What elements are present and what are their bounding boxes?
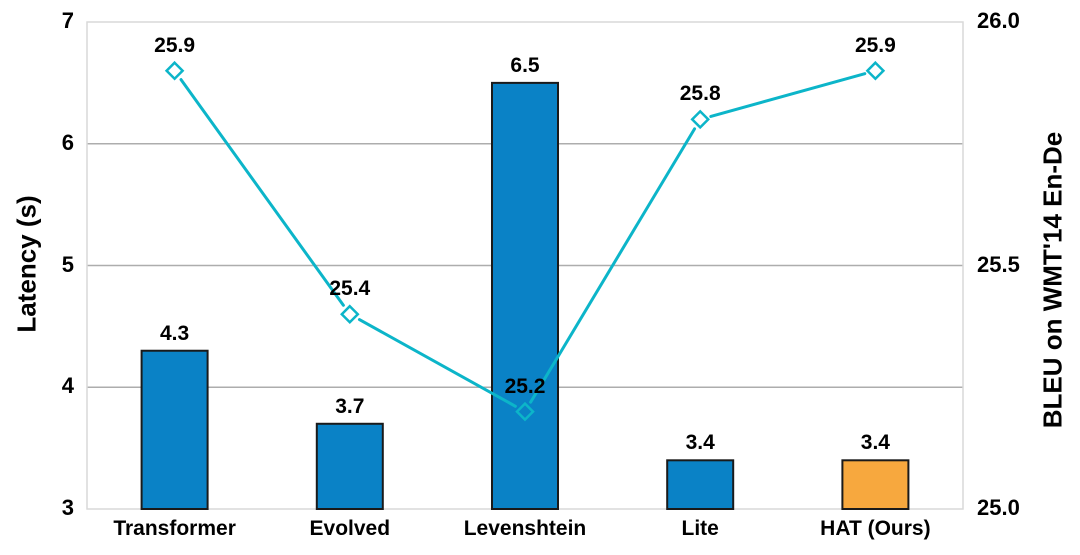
right-axis-title: BLEU on WMT'14 En-De [1037, 131, 1068, 429]
bleu-line-segment [179, 78, 345, 307]
diamond-marker [515, 401, 535, 422]
latency-bar [315, 422, 384, 510]
diamond-marker [865, 60, 886, 81]
diamond-marker [164, 60, 185, 81]
bleu-line-segment [357, 318, 517, 408]
latency-bar [666, 459, 735, 510]
left-axis-title: Latency (s) [11, 195, 42, 333]
latency-bar [841, 459, 910, 510]
latency-bar [491, 81, 559, 510]
diamond-marker [690, 109, 710, 130]
bleu-line-segment [709, 72, 867, 118]
latency-bar [140, 349, 209, 510]
diamond-marker [340, 304, 360, 324]
bleu-line-segment [529, 127, 697, 404]
